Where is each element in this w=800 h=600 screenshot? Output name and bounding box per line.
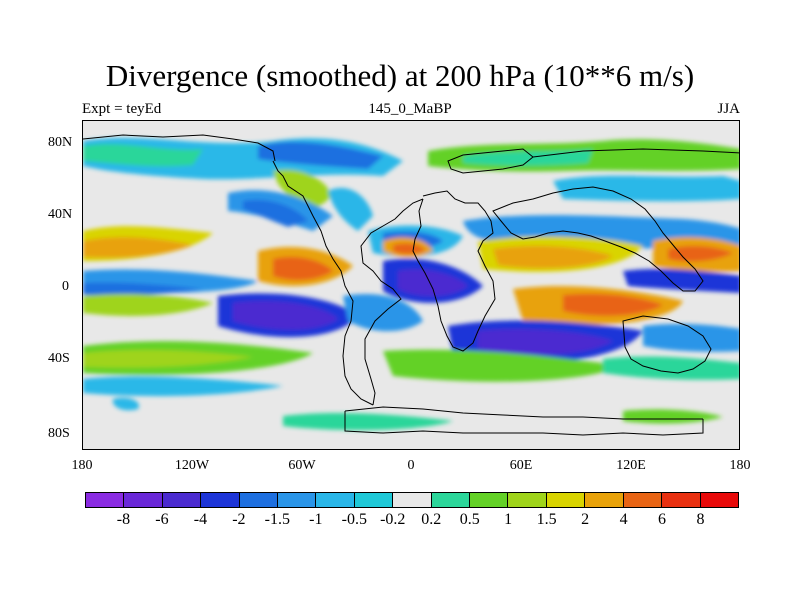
coast-americas-west (272, 160, 374, 406)
coast-antarctica-north (344, 406, 703, 420)
colorbar-box (162, 493, 202, 507)
coast-eurasia-arctic (532, 148, 739, 158)
colorbar-box (124, 493, 163, 507)
colorbar-box (623, 493, 663, 507)
fill-north-pacific-strong (243, 199, 308, 227)
colorbar-box (585, 493, 624, 507)
fill-antarctic-blob (112, 397, 139, 411)
colorbar-box (239, 493, 279, 507)
colorbar-tick-label: -8 (116, 511, 131, 528)
colorbar-box (278, 493, 317, 507)
colorbar-box (316, 493, 355, 507)
colorbar-tick-label: -0.5 (341, 511, 367, 528)
colorbar-tick-label: 6 (658, 511, 667, 528)
fill-north-weak (83, 144, 203, 167)
y-tick-80s: 80S (48, 426, 70, 441)
colorbar-box (431, 493, 471, 507)
period-label: 145_0_MaBP (368, 101, 452, 117)
fill-high-south-negative (83, 376, 283, 397)
coast-north-america-arctic (83, 134, 276, 162)
colorbar-box (662, 493, 701, 507)
fill-north-atlantic (258, 141, 383, 169)
colorbar-box (86, 493, 125, 507)
fill-antarctic-positive (283, 413, 453, 431)
colorbar-tick-label: 1 (504, 511, 513, 528)
colorbar-tick-label: 8 (696, 511, 705, 528)
season-label: JJA (717, 101, 740, 117)
colorbar-tick-label: -1.5 (264, 511, 290, 528)
colorbar (85, 492, 739, 508)
colorbar-tick-label: 0.5 (459, 511, 480, 528)
y-tick-40n: 40N (48, 207, 73, 222)
fill-indian-ocean-strong (563, 293, 663, 316)
colorbar-box (201, 493, 240, 507)
colorbar-tick-label: -2 (232, 511, 246, 528)
x-tick-120e: 120E (616, 458, 646, 473)
coast-americas-east (360, 198, 424, 406)
colorbar-box (508, 493, 547, 507)
x-tick-0: 0 (407, 458, 415, 473)
colorbar-box (546, 493, 586, 507)
x-tick-60w: 60W (288, 458, 316, 473)
fill-australia-negative (643, 323, 739, 352)
fill-equatorial-africa-strong (398, 269, 468, 297)
contour-fills (83, 137, 739, 431)
colorbar-tick-label: 2 (581, 511, 590, 528)
fill-asia-negative (553, 175, 739, 202)
fill-equatorial-pacific-negative (623, 268, 739, 293)
y-tick-40s: 40S (48, 351, 70, 366)
fill-south-pacific-positive (83, 293, 213, 316)
fill-south-atlantic-negative (343, 293, 423, 332)
map-svg (83, 121, 739, 449)
plot-title: Divergence (smoothed) at 200 hPa (10**6 … (105, 58, 695, 93)
coast-australia (622, 315, 712, 374)
fill-central-pacific-strong (83, 237, 193, 258)
fill-north-america-positive (273, 169, 333, 211)
coastlines (83, 134, 739, 436)
fill-south-indian-strong (478, 329, 613, 355)
colorbar-tick-label: 1.5 (536, 511, 557, 528)
fill-eurasia-weak (463, 149, 593, 166)
fill-atlantic-negative (328, 187, 373, 231)
x-tick-180e: 180 (729, 458, 751, 473)
coast-asia (492, 186, 704, 292)
x-tick-60e: 60E (509, 458, 533, 473)
fill-south-indian-positive (383, 349, 623, 382)
fill-south-america-strong (233, 300, 338, 330)
colorbar-box (470, 493, 509, 507)
y-tick-equator: 0 (62, 279, 69, 294)
colorbar-tick-label: -4 (193, 511, 208, 528)
fill-antarctic-east (623, 409, 723, 424)
fill-south-pacific-strong (83, 282, 203, 296)
colorbar-tick-label: -0.2 (380, 511, 406, 528)
colorbar-box (700, 493, 738, 507)
coast-greenland (447, 148, 534, 174)
fill-east-pacific-strong (273, 256, 333, 281)
colorbar-box (354, 493, 394, 507)
colorbar-tick-label: 4 (619, 511, 628, 528)
coast-africa-europe (412, 190, 496, 352)
y-tick-80n: 80N (48, 135, 73, 150)
colorbar-tick-label: -1 (309, 511, 323, 528)
x-tick-120w: 120W (174, 458, 210, 473)
colorbar-tick-label: -6 (155, 511, 169, 528)
coast-antarctica (344, 411, 704, 436)
fill-arabian-monsoon-strong (493, 245, 613, 269)
colorbar-box (393, 493, 432, 507)
colorbar-tick-label: 0.2 (421, 511, 442, 528)
x-tick-180w: 180 (71, 458, 93, 473)
fill-southern-ocean-strong (83, 350, 253, 368)
experiment-label: Expt = teyEd (82, 101, 162, 117)
fill-sahel-strong (393, 243, 425, 254)
divergence-map (82, 120, 740, 450)
